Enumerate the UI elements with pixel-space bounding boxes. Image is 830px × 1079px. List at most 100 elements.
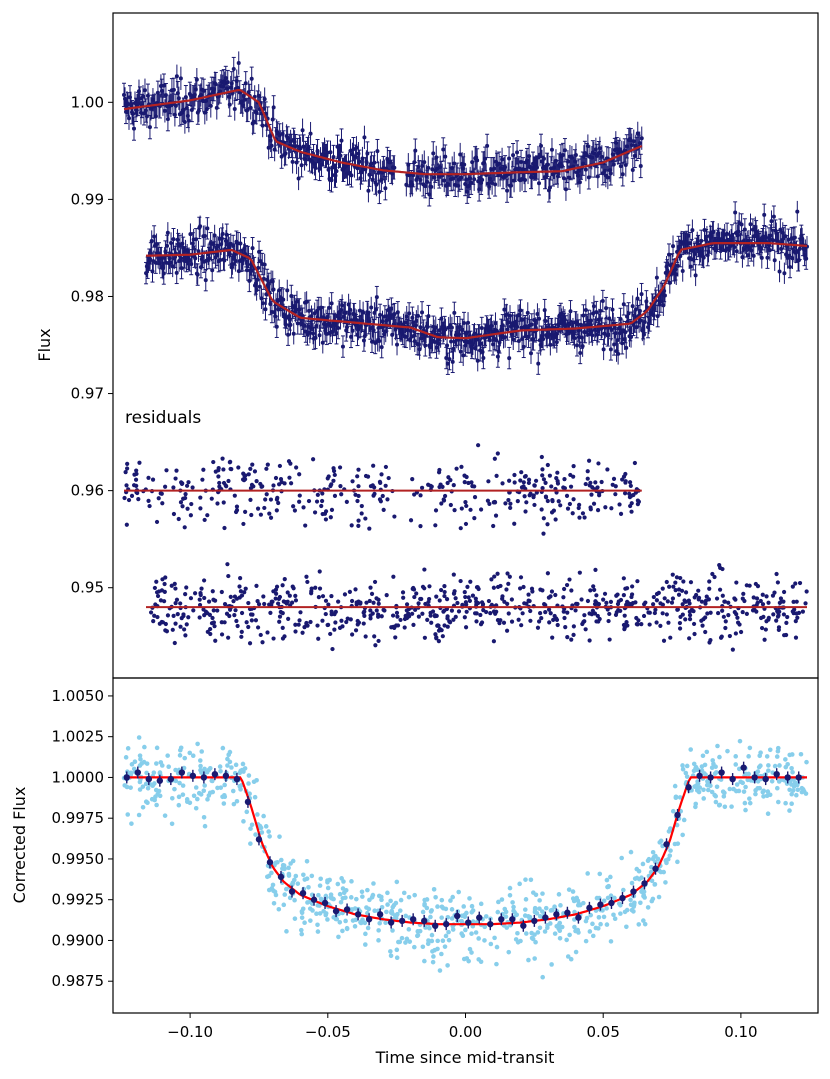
residual-point <box>402 616 408 622</box>
residual-point <box>163 484 168 489</box>
residual-point <box>546 595 552 600</box>
data-point <box>554 340 559 345</box>
residual-point <box>371 493 376 498</box>
data-point <box>244 268 249 273</box>
residual-point <box>394 610 400 615</box>
residual-point <box>146 498 151 503</box>
data-point <box>403 320 408 325</box>
data-point <box>395 310 400 315</box>
data-point <box>518 308 523 313</box>
residual-point <box>239 610 245 616</box>
residual-point <box>677 620 683 626</box>
residual-point <box>532 483 537 488</box>
residual-point <box>668 635 673 640</box>
residual-point <box>622 491 628 496</box>
data-point <box>404 314 409 319</box>
residual-point <box>277 619 282 624</box>
residual-point <box>555 481 561 486</box>
residual-point <box>758 598 763 604</box>
residual-point <box>174 468 179 473</box>
residual-point <box>211 459 216 465</box>
data-point <box>261 301 266 306</box>
residual-point <box>326 622 331 627</box>
residual-point <box>498 583 503 589</box>
residual-point <box>618 608 623 614</box>
residual-point <box>515 499 520 504</box>
data-point <box>196 249 201 254</box>
data-point <box>583 307 588 312</box>
residual-point <box>126 497 132 503</box>
data-point <box>142 88 147 93</box>
residual-point <box>184 622 189 627</box>
residual-point <box>623 586 628 591</box>
data-point <box>161 271 166 276</box>
data-point <box>429 184 434 189</box>
residual-point <box>521 584 526 590</box>
data-point <box>505 188 510 193</box>
residual-point <box>570 511 575 516</box>
data-point <box>317 333 322 338</box>
light-curve-1-model <box>123 88 643 176</box>
data-point <box>261 276 266 281</box>
residual-point <box>507 478 512 483</box>
residual-point <box>722 599 727 604</box>
data-point <box>478 341 483 346</box>
data-point <box>428 345 433 350</box>
residual-point <box>305 579 310 585</box>
data-point <box>307 308 312 313</box>
residual-point <box>547 620 552 625</box>
data-point <box>445 343 450 348</box>
residual-point <box>325 476 330 481</box>
residual-point <box>376 614 381 619</box>
data-point <box>302 323 307 328</box>
residual-point <box>160 501 165 506</box>
residual-point <box>623 479 628 484</box>
residual-point <box>182 525 187 530</box>
data-point <box>201 88 206 93</box>
data-point <box>430 167 435 172</box>
data-point <box>472 177 477 182</box>
residual-point <box>571 463 576 469</box>
residual-point <box>172 640 177 646</box>
residual-point <box>282 577 287 582</box>
residual-point <box>504 628 510 633</box>
data-point <box>452 310 457 315</box>
residual-point <box>137 460 142 465</box>
data-point <box>420 163 425 168</box>
residual-point <box>588 588 593 593</box>
residual-point <box>592 611 598 616</box>
residual-point <box>383 483 388 488</box>
residual-point <box>737 622 742 627</box>
residual-point <box>267 511 272 516</box>
data-point <box>439 316 444 321</box>
data-point <box>617 147 622 152</box>
data-point <box>176 96 181 101</box>
data-point <box>765 255 770 260</box>
residual-point <box>526 480 531 486</box>
residual-point <box>331 466 336 471</box>
residual-point <box>555 622 560 628</box>
data-point <box>414 318 419 323</box>
data-point <box>248 105 253 110</box>
residual-point <box>595 485 600 490</box>
residual-point <box>420 611 425 616</box>
data-point <box>208 103 213 108</box>
residual-point <box>329 507 335 512</box>
residual-point <box>629 509 634 514</box>
data-point <box>329 178 334 183</box>
data-point <box>565 159 570 164</box>
residual-point <box>759 625 765 631</box>
residual-point <box>250 462 255 467</box>
data-point <box>189 262 194 267</box>
residual-point <box>588 505 593 510</box>
data-point <box>227 102 232 107</box>
residual-point <box>700 623 705 628</box>
residual-point <box>803 601 808 606</box>
residual-point <box>547 473 553 478</box>
residual-point <box>609 506 614 511</box>
residual-point <box>356 467 361 472</box>
residual-point <box>440 484 445 489</box>
data-point <box>699 238 704 243</box>
data-point <box>462 321 467 326</box>
residual-point <box>148 610 154 615</box>
